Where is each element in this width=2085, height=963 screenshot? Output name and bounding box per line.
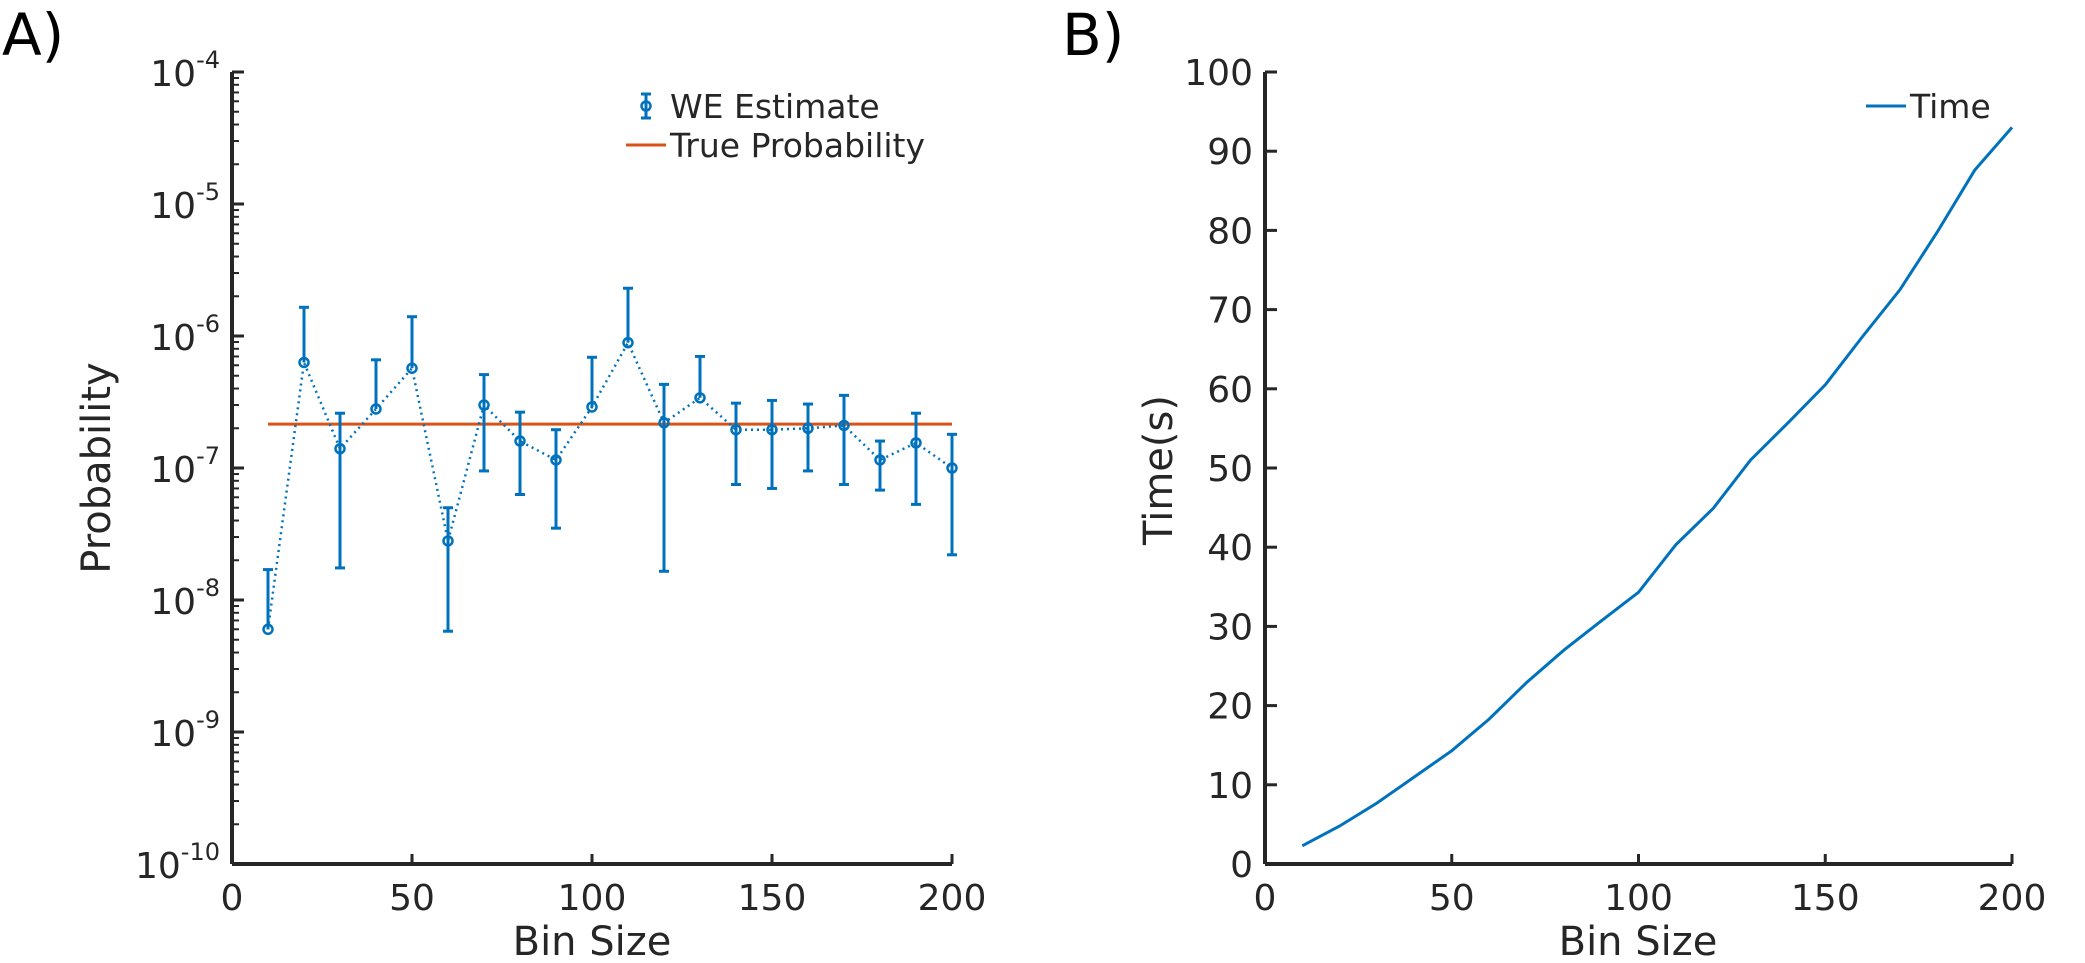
legend-true-probability: True Probability <box>669 126 925 165</box>
panel-a-ytick-label: 10-6 <box>150 310 220 359</box>
we-estimate-point <box>550 454 562 466</box>
panel-a-legend: WE Estimate True Probability <box>626 87 925 165</box>
panel-b-ytick-label: 20 <box>1207 687 1253 728</box>
panel-a-xlabel: Bin Size <box>513 919 672 963</box>
panel-b-ytick-label: 70 <box>1207 291 1253 332</box>
we-estimate-point <box>334 442 346 455</box>
we-estimate-point <box>802 422 814 435</box>
panel-b-ytick-label: 40 <box>1207 528 1253 569</box>
we-estimate-dotted-line <box>266 339 953 630</box>
panel-b-xtick-label: 0 <box>1254 878 1277 919</box>
panel-b-ytick-label: 10 <box>1207 766 1253 807</box>
panel-a-xtick-label: 150 <box>738 878 807 919</box>
panel-a-label: A) <box>2 1 64 69</box>
we-estimate-point <box>370 403 382 415</box>
we-estimate-point <box>514 435 526 447</box>
panel-a-ytick-label: 10-8 <box>150 574 220 623</box>
we-estimate-point <box>766 423 778 436</box>
we-estimate-point <box>442 535 454 547</box>
we-estimate-point <box>838 419 850 432</box>
panel-b-legend: Time <box>1866 87 1991 126</box>
panel-b-ytick-label: 90 <box>1207 132 1253 173</box>
panel-a-xtick-label: 50 <box>389 878 435 919</box>
panel-b-xtick-label: 50 <box>1429 878 1475 919</box>
panel-b-xtick-label: 200 <box>1978 878 2047 919</box>
we-estimate-point <box>694 392 706 404</box>
panel-a-ylabel: Probability <box>74 362 120 573</box>
panel-a-plot: 0 50 100 150 200 10-10 10-9 10-8 10-7 10-6 10-5 10-… <box>135 46 986 919</box>
panel-b-label: B) <box>1062 1 1124 69</box>
panel-a-xtick-label: 0 <box>221 878 244 919</box>
legend-errorbar-icon <box>640 92 652 120</box>
time-line <box>1301 126 2014 848</box>
panel-b-xlabel: Bin Size <box>1559 919 1718 963</box>
panel-b-ytick-label: 0 <box>1230 845 1253 886</box>
we-estimate-point <box>586 401 598 413</box>
we-estimate-point <box>910 437 922 449</box>
we-estimate-point <box>622 336 634 349</box>
panel-a-ytick-label: 10-7 <box>150 442 220 491</box>
panel-a-ytick-label: 10-9 <box>150 706 220 755</box>
panel-b-ylabel: Time(s) <box>1136 395 1182 546</box>
we-estimate-point <box>298 356 310 369</box>
legend-we-estimate: WE Estimate <box>670 87 880 126</box>
legend-time: Time <box>1909 87 1991 126</box>
we-estimate-point <box>874 454 886 466</box>
we-estimate-point <box>730 423 742 436</box>
we-estimate-point <box>262 623 274 636</box>
we-estimate-point <box>478 399 490 411</box>
we-estimate-point <box>406 362 418 374</box>
panel-b-plot: 0 50 100 150 200 0 10 20 30 40 50 60 70 80 90 100 <box>1184 53 2046 919</box>
panel-a-ytick-label: 10-5 <box>150 178 220 227</box>
panel-b-ytick-label: 50 <box>1207 449 1253 490</box>
panel-a-xtick-label: 100 <box>558 878 627 919</box>
panel-a-ytick-label: 10-10 <box>135 838 220 887</box>
panel-b-ytick-label: 60 <box>1207 370 1253 411</box>
panel-a-xtick-label: 200 <box>918 878 987 919</box>
panel-b-xtick-label: 150 <box>1791 878 1860 919</box>
panel-b-xtick-label: 100 <box>1604 878 1673 919</box>
we-estimate-point <box>658 417 670 429</box>
panel-b-ytick-label: 100 <box>1184 53 1253 94</box>
we-estimate-point <box>946 462 958 474</box>
panel-b-ytick-label: 80 <box>1207 211 1253 252</box>
panel-b-ytick-label: 30 <box>1207 607 1253 648</box>
panel-a-ytick-label: 10-4 <box>150 46 220 95</box>
